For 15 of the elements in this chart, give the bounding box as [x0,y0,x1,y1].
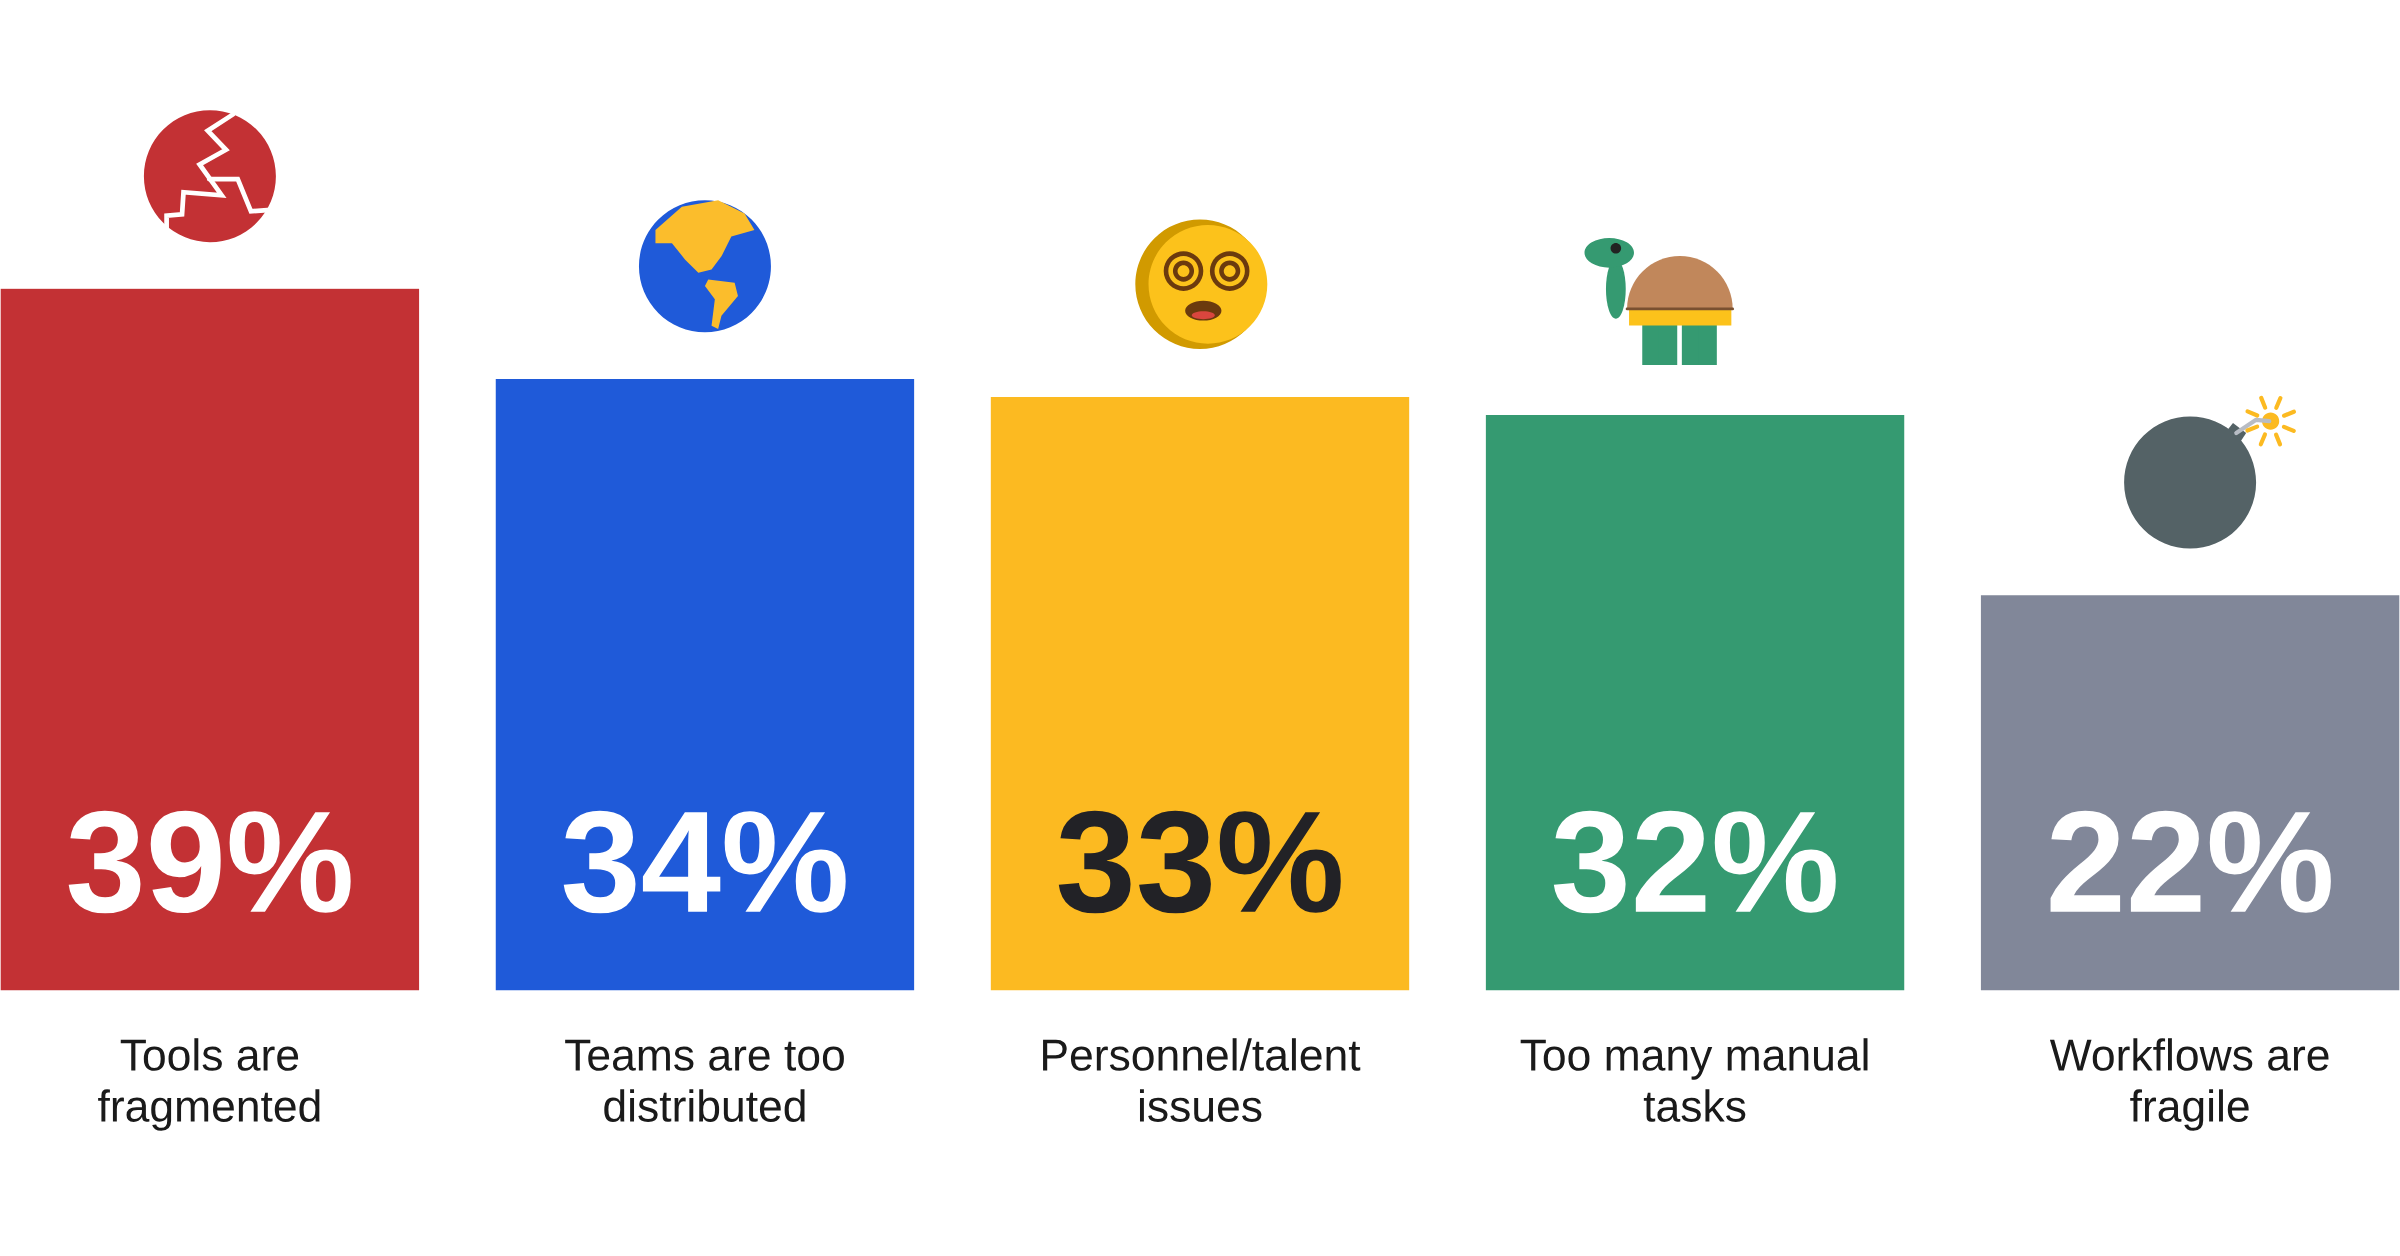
x-tick-label: Tools are fragmented [98,1038,320,1131]
x-tick-label: Teams are too distributed [565,1039,844,1122]
x-tick-label: Workflows are fragile [2049,1038,2329,1131]
data-label: 32% [1553,810,1836,914]
data-label: 22% [2050,810,2331,913]
x-tick-label: Too many manual tasks [1520,1038,1868,1122]
data-label: 39% [68,810,351,914]
bar [494,377,916,991]
data-label: 33% [1058,810,1341,914]
data-label: 34% [563,810,846,914]
x-tick-label: Personnel/talent issues [1043,1038,1361,1122]
bar [989,395,1411,991]
bar [0,287,421,991]
bar [1979,593,2400,991]
bar [1484,413,1906,991]
